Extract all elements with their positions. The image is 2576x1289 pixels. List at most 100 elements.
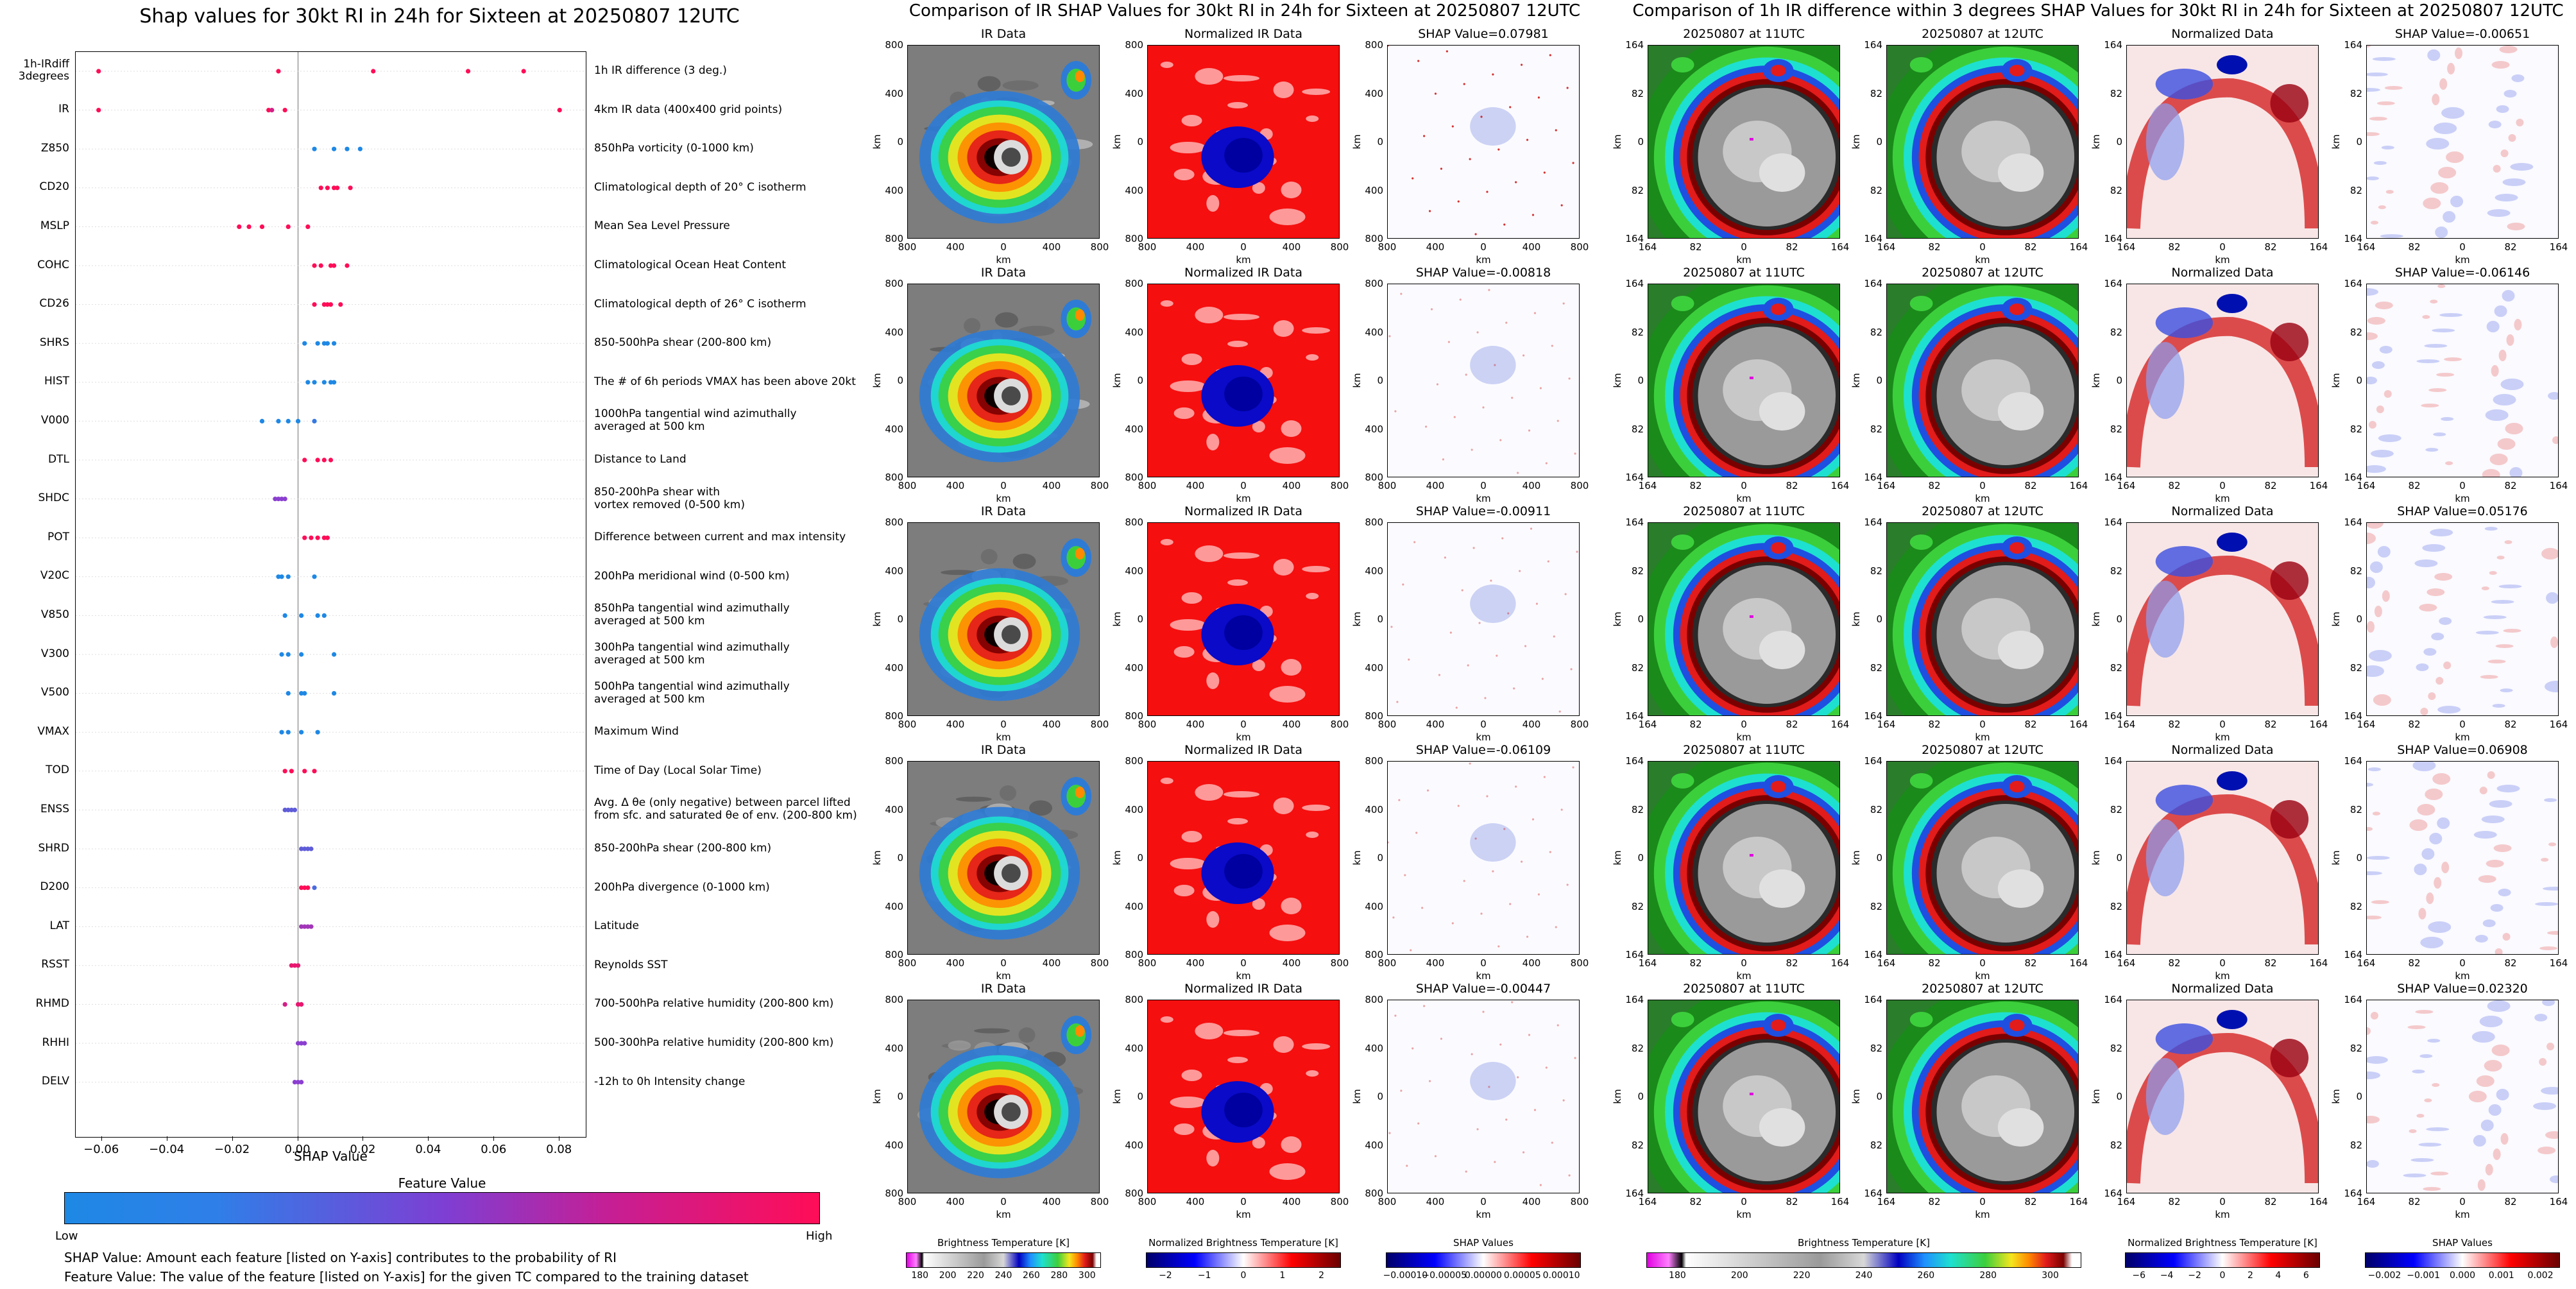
- feature-description: Distance to Land: [594, 453, 687, 466]
- x-tick-label: 0: [1979, 480, 1986, 491]
- x-tick-label: 0: [2459, 719, 2466, 730]
- y-tick-label: 400: [1125, 1139, 1143, 1151]
- y-tick-label: 164: [2104, 755, 2122, 767]
- diff-11utc-svg: [1648, 762, 1839, 954]
- x-tick-label: 82: [2168, 719, 2181, 730]
- y-tick-label: 0: [897, 613, 903, 625]
- diff-normalized-title: Normalized Data: [2171, 27, 2274, 41]
- x-tick-label: 0: [1480, 1196, 1487, 1208]
- feature-label: CD20: [39, 180, 69, 194]
- x-tick-label: 0: [1000, 241, 1007, 253]
- normalized-ir-data-image: [1147, 284, 1340, 477]
- shap-point: [315, 457, 320, 463]
- ir-data-svg: [908, 1000, 1099, 1193]
- y-tick-label: 0: [1637, 375, 1644, 386]
- feature-label: VMAX: [37, 724, 69, 738]
- y-tick-label: 82: [2110, 423, 2122, 435]
- ir-shap-svg: [1388, 1000, 1579, 1193]
- x-axis-label: km: [996, 731, 1011, 743]
- feature-label: DELV: [41, 1075, 69, 1088]
- diff-normalized-svg: [2127, 46, 2318, 238]
- x-tick-label: 400: [1426, 480, 1445, 491]
- x-tick-label: 82: [2504, 241, 2517, 253]
- x-tick-label: 164: [2357, 1196, 2376, 1208]
- x-axis-label: km: [1975, 254, 1990, 266]
- shap-point: [299, 613, 304, 619]
- x-axis-label: km: [1975, 970, 1990, 982]
- x-axis-label: km: [2455, 731, 2470, 743]
- y-tick-label: 800: [1365, 994, 1383, 1005]
- normalized-ir-data-svg: [1148, 1000, 1339, 1193]
- diff-shap-svg: [2367, 1000, 2558, 1193]
- diff-normalized-image: [2126, 1000, 2319, 1193]
- x-axis-label: km: [2455, 493, 2470, 504]
- feature-label: CD26: [39, 297, 69, 311]
- x-axis-label: km: [1476, 254, 1491, 266]
- y-tick-label: 164: [2344, 39, 2362, 51]
- y-tick-label: 400: [1125, 900, 1143, 912]
- y-tick-label: 0: [1637, 136, 1644, 148]
- y-tick-label: 164: [1625, 278, 1644, 289]
- x-tick-label: 400: [946, 480, 965, 491]
- feature-label: V300: [40, 647, 69, 660]
- y-axis-label: km: [871, 850, 883, 866]
- y-axis-label: km: [1612, 373, 1623, 388]
- shap-point: [312, 146, 317, 151]
- x-tick-label: 800: [1378, 1196, 1397, 1208]
- shap-point: [259, 224, 265, 229]
- x-axis-label: km: [996, 970, 1011, 982]
- feature-description: 700-500hPa relative humidity (200-800 km…: [594, 997, 834, 1011]
- x-tick-label: 800: [1090, 719, 1109, 730]
- feature-label: 1h-IRdiff 3degrees: [18, 58, 69, 83]
- y-axis-label: km: [1612, 134, 1623, 149]
- shap-point: [282, 613, 287, 619]
- normalized-ir-data-title: Normalized IR Data: [1184, 504, 1302, 518]
- diff-11utc-image: [1648, 1000, 1840, 1193]
- diff-normalized-svg: [2127, 762, 2318, 954]
- ir-data-image: [907, 45, 1100, 239]
- x-tick-label: 0: [1741, 719, 1747, 730]
- shap-point: [325, 302, 330, 307]
- shap-point: [321, 535, 327, 540]
- colorbar-tick: 0.000: [2449, 1270, 2476, 1281]
- y-tick-label: 164: [1864, 516, 1882, 528]
- x-tick-label: 164: [2549, 480, 2568, 491]
- shap-point: [305, 924, 311, 929]
- shap-point: [312, 380, 317, 385]
- y-axis-label: km: [871, 373, 883, 388]
- y-tick-label: 82: [1631, 900, 1644, 912]
- x-axis-label: km: [1736, 1209, 1752, 1220]
- y-tick-label: 0: [1637, 852, 1644, 864]
- x-tick-label: 0: [1480, 241, 1487, 253]
- x-tick-label: 400: [1282, 1196, 1301, 1208]
- shap-point: [328, 380, 334, 385]
- x-tick-label: 400: [1522, 1196, 1541, 1208]
- x-tick-label: 400: [1042, 1196, 1061, 1208]
- shap-point: [312, 574, 317, 579]
- x-tick-label: 0: [1240, 480, 1247, 491]
- shap-point: [282, 1002, 287, 1007]
- colorbar-tick: −2: [1159, 1270, 1172, 1281]
- diff-shap-title: SHAP Value=0.02320: [2397, 982, 2528, 996]
- feature-description: 850-500hPa shear (200-800 km): [594, 336, 772, 350]
- y-axis-label: km: [1850, 850, 1862, 866]
- x-tick-label: 800: [1378, 241, 1397, 253]
- y-tick-label: 400: [1125, 423, 1143, 435]
- y-tick-label: 0: [1137, 136, 1143, 148]
- colorbar-tick: 0.00000: [1465, 1270, 1502, 1281]
- ir-shap-title: SHAP Value=-0.00818: [1415, 266, 1551, 280]
- diff-12utc-image: [1886, 1000, 2079, 1193]
- x-tick-mark: [493, 1136, 495, 1141]
- shap-point: [237, 224, 242, 229]
- y-axis-label: km: [2330, 373, 2342, 388]
- y-axis-label: km: [1612, 611, 1623, 627]
- shap-point: [305, 846, 311, 851]
- shap-point: [345, 263, 350, 268]
- y-tick-label: 400: [1125, 662, 1143, 674]
- x-tick-label: 0: [1741, 957, 1747, 969]
- y-tick-label: 0: [1637, 1091, 1644, 1102]
- colorbar-tick: −2: [2188, 1270, 2201, 1281]
- y-tick-label: 164: [1864, 233, 1882, 244]
- normalized-ir-data-svg: [1148, 523, 1339, 715]
- x-tick-label: 800: [1378, 719, 1397, 730]
